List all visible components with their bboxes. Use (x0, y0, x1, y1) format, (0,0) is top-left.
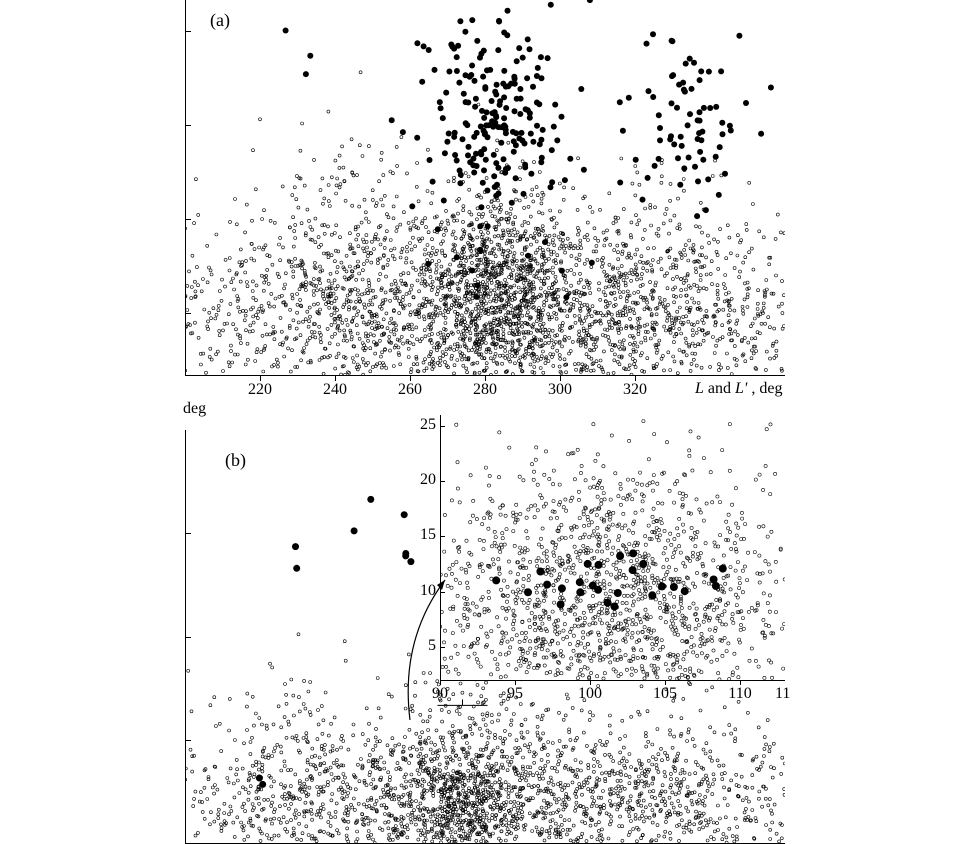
xtick-label: 220 (242, 381, 278, 399)
xtick-label: 300 (542, 381, 578, 399)
panel-a-plot (185, 0, 785, 375)
xtick-label: 280 (467, 381, 503, 399)
inset-ytick (440, 481, 445, 482)
inset-ytick (440, 592, 445, 593)
panel-a (185, 0, 785, 375)
inset-ytick-label: 20 (412, 471, 436, 489)
ytick (185, 125, 191, 126)
inset-xtick-label: 100 (574, 685, 606, 703)
inset-xtick-label-last: 11 (775, 685, 795, 703)
ytick (185, 533, 191, 534)
xlabel-deg: , deg (751, 380, 782, 397)
panel-a-yaxis (185, 0, 186, 375)
inset-xtick-label: 105 (649, 685, 681, 703)
ytick (185, 219, 191, 220)
xlabel-L: L (695, 380, 704, 397)
inset-plot (440, 415, 785, 680)
inset-ytick (440, 647, 445, 648)
inset-ytick-label: 25 (412, 416, 436, 434)
inset-xtick-label: 95 (499, 685, 531, 703)
ytick (185, 313, 191, 314)
panel-b-label: (b) (225, 450, 246, 471)
xtick-label: 260 (392, 381, 428, 399)
ylabel-deg-fragment: deg (183, 400, 206, 418)
ytick (185, 637, 191, 638)
xlabel-and: and (708, 380, 735, 397)
inset-ytick-label: 5 (412, 637, 436, 655)
inset-ytick-label: 10 (412, 582, 436, 600)
panel-a-xlabel: L and L' , deg (695, 380, 782, 398)
inset-yaxis-right (440, 415, 441, 680)
xtick-label: 240 (317, 381, 353, 399)
inset-panel (440, 415, 785, 680)
inset-ytick-label: 15 (412, 526, 436, 544)
inset-xtick-label: 110 (724, 685, 756, 703)
inset-xaxis (440, 680, 785, 681)
ytick (185, 740, 191, 741)
inset-ytick (440, 426, 445, 427)
panel-a-label: (a) (210, 10, 230, 31)
ytick (185, 31, 191, 32)
figure-root: 220 240 260 280 300 320 (a) L and L' , deg de… (0, 0, 960, 843)
inset-xtick-label: 90 (424, 685, 456, 703)
inset-ytick (440, 536, 445, 537)
xtick-label: 320 (617, 381, 653, 399)
xlabel-Lprime: L' (735, 380, 747, 397)
